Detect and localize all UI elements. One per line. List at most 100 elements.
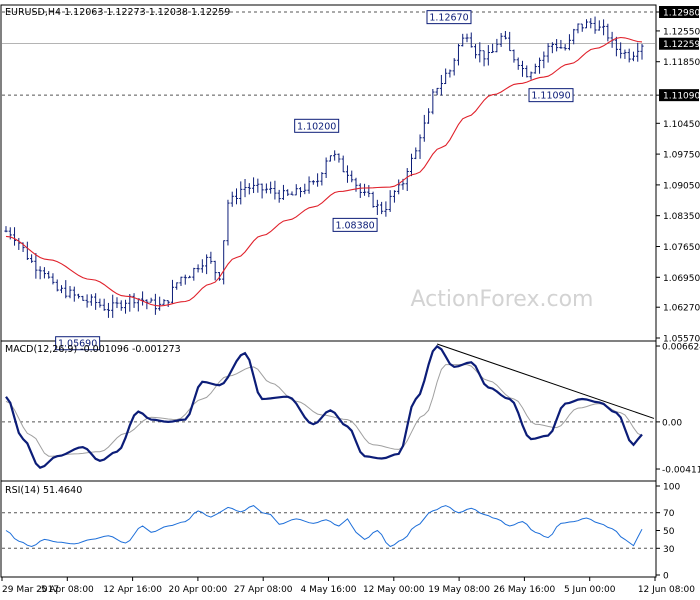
price-bar — [145, 299, 149, 310]
price-bar — [461, 33, 465, 47]
price-bar — [409, 153, 414, 177]
price-bar — [298, 187, 303, 198]
price-bar — [452, 58, 456, 76]
price-bar — [277, 189, 281, 203]
price-bar — [465, 33, 469, 43]
price-bar — [499, 32, 503, 47]
price-level-lines — [2, 11, 655, 96]
price-bar — [64, 280, 68, 299]
price-bar — [294, 184, 298, 196]
price-bar — [76, 293, 81, 299]
price-bar — [47, 271, 51, 279]
price-tick-label: 1.08350 — [663, 212, 700, 222]
time-tick-label: 20 Apr 00:00 — [169, 585, 228, 595]
price-bar — [397, 179, 401, 195]
price-bar — [631, 51, 636, 62]
price-bar — [200, 259, 204, 273]
price-bar — [106, 302, 111, 318]
price-tick-label: 1.07650 — [663, 243, 700, 253]
price-bar — [636, 42, 640, 62]
price-bar — [290, 191, 294, 196]
price-bar — [205, 254, 209, 275]
price-bar — [307, 176, 311, 194]
price-bar — [226, 199, 230, 246]
price-bar — [102, 298, 106, 311]
price-bar — [192, 267, 196, 281]
price-bar — [606, 23, 610, 42]
price-bar — [230, 191, 234, 207]
price-tick-label: 1.06950 — [663, 274, 700, 284]
price-bar — [486, 45, 490, 66]
price-bar — [140, 291, 145, 306]
price-bar — [601, 19, 606, 36]
price-bar — [269, 181, 273, 194]
price-bar — [260, 183, 264, 199]
price-tick-label: 1.11090 — [663, 92, 700, 102]
price-bar — [435, 87, 439, 96]
price-bar — [94, 293, 98, 310]
price-annotation: 1.05690 — [55, 336, 101, 351]
price-bar — [34, 253, 38, 279]
price-bar — [98, 298, 102, 308]
price-bar — [482, 50, 486, 67]
macd-trendline — [436, 343, 655, 419]
price-bar — [563, 44, 567, 51]
price-bar — [431, 89, 435, 115]
price-bar — [623, 49, 627, 59]
price-bar — [559, 39, 563, 49]
price-bar — [166, 300, 170, 307]
price-bar — [491, 43, 495, 54]
price-bar — [303, 183, 307, 195]
macd-axis: 0.006624 0.00 -0.004116 — [656, 343, 700, 476]
price-bar — [444, 68, 448, 85]
price-bar — [525, 65, 529, 78]
price-bar — [187, 275, 192, 279]
price-bar — [81, 295, 85, 301]
price-tick-label: 1.05570 — [663, 335, 700, 345]
svg-text:1.12670: 1.12670 — [429, 13, 468, 24]
price-tick-label: 1.10450 — [663, 120, 700, 130]
level-badge — [659, 6, 699, 18]
price-bar — [337, 153, 341, 163]
price-bar — [345, 165, 350, 183]
price-bar — [59, 285, 64, 294]
price-bar — [550, 42, 554, 54]
rsi-axis: 100 70 50 30 0 — [656, 483, 680, 582]
price-bar — [508, 31, 512, 52]
macd-tick-label: 0.00 — [662, 418, 682, 428]
price-bar — [132, 293, 136, 308]
price-bar — [273, 180, 277, 200]
price-annotation: 1.10200 — [294, 118, 340, 133]
rsi-level-lines — [2, 512, 655, 549]
price-bar — [72, 286, 76, 302]
price-bar — [512, 49, 516, 63]
time-tick-label: 12 May 00:00 — [363, 585, 425, 595]
price-bar — [422, 114, 426, 142]
price-bar — [115, 297, 119, 309]
rsi-panel-frame — [0, 480, 657, 578]
price-bar — [4, 226, 8, 233]
price-bar — [222, 240, 226, 285]
price-bar — [149, 297, 153, 303]
price-bar — [473, 44, 478, 59]
price-bar — [392, 190, 397, 203]
price-bar — [38, 266, 42, 280]
current-price-badge — [659, 37, 699, 50]
price-bar — [311, 180, 315, 185]
price-bar — [123, 299, 128, 314]
price-tick-label: 1.12550 — [663, 27, 700, 37]
price-bar — [533, 63, 537, 74]
price-tick-label: 1.11850 — [663, 58, 700, 68]
price-bar — [456, 43, 461, 66]
price-bar — [589, 18, 593, 29]
price-bar — [584, 19, 589, 29]
price-bar — [520, 60, 525, 77]
svg-text:1.10200: 1.10200 — [297, 121, 336, 132]
price-bar — [375, 199, 379, 215]
current-price-label: 1.12259 — [663, 40, 700, 50]
price-bar — [111, 294, 115, 318]
price-bar — [572, 28, 576, 45]
level-badge — [659, 89, 699, 102]
svg-text:1.11090: 1.11090 — [531, 91, 570, 102]
